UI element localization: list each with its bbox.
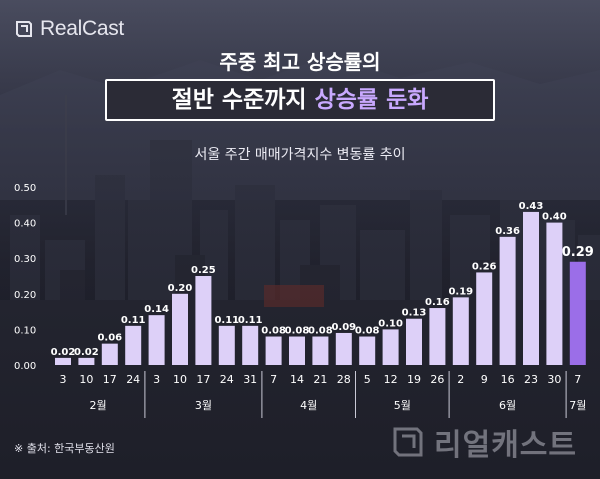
logo-text: RealCast: [40, 17, 124, 40]
bar: [452, 297, 469, 365]
title-line-2: 절반 수준까지 상승률 둔화: [105, 79, 495, 121]
x-tick-label: 26: [430, 373, 444, 386]
bar: [382, 329, 399, 365]
bar: [406, 318, 422, 365]
month-label: 6월: [499, 399, 516, 412]
bar: [148, 315, 165, 365]
month-label: 4월: [300, 399, 317, 412]
watermark: 리얼캐스트: [390, 420, 577, 464]
data-label: 0.10: [378, 318, 403, 329]
y-tick-label: 0.20: [14, 290, 36, 301]
x-tick-label: 21: [313, 373, 327, 386]
data-label: 0.11: [121, 315, 146, 326]
data-label: 0.06: [97, 333, 122, 344]
x-tick-label: 10: [173, 373, 187, 386]
data-label: 0.08: [285, 326, 310, 337]
month-label: 3월: [195, 399, 212, 412]
data-label: 0.25: [191, 265, 216, 276]
x-tick-label: 10: [79, 373, 93, 386]
bar: [546, 222, 563, 365]
x-tick-label: 3: [60, 373, 67, 386]
watermark-logo-icon: [393, 427, 423, 457]
bar: [569, 261, 586, 365]
bar: [195, 276, 212, 365]
x-tick-label: 16: [501, 373, 515, 386]
data-label: 0.14: [144, 304, 169, 315]
bar: [499, 236, 516, 365]
data-label: 0.02: [74, 347, 99, 358]
title-line-2-white: 절반 수준까지: [171, 87, 307, 113]
y-tick-label: 0.30: [14, 254, 36, 265]
x-tick-label: 31: [243, 373, 257, 386]
month-label: 7월: [569, 399, 586, 412]
x-tick-label: 17: [103, 373, 117, 386]
data-label: 0.09: [331, 322, 356, 333]
bar: [101, 343, 118, 365]
x-tick-label: 23: [524, 373, 538, 386]
x-tick-label: 30: [547, 373, 561, 386]
x-tick-label: 3: [153, 373, 160, 386]
data-label: 0.29: [562, 245, 594, 260]
bar: [218, 325, 235, 365]
bar: [289, 336, 305, 365]
data-label: 0.26: [472, 261, 497, 272]
x-tick-label: 7: [270, 373, 277, 386]
x-tick-label: 28: [337, 373, 351, 386]
y-tick-label: 0.50: [14, 183, 36, 194]
data-label: 0.02: [51, 347, 76, 358]
y-tick-label: 0.00: [14, 361, 36, 372]
bar: [242, 325, 259, 365]
bar: [172, 293, 188, 365]
x-tick-label: 5: [364, 373, 371, 386]
data-label: 0.36: [495, 226, 520, 237]
bar: [125, 325, 142, 365]
y-tick-label: 0.10: [14, 325, 36, 336]
x-tick-label: 19: [407, 373, 421, 386]
x-tick-label: 24: [220, 373, 234, 386]
logo: RealCast: [14, 17, 124, 41]
month-label: 5월: [394, 399, 411, 412]
bar: [55, 357, 71, 365]
x-tick-label: 7: [574, 373, 581, 386]
x-tick-label: 2: [457, 373, 464, 386]
data-label: 0.11: [238, 315, 263, 326]
x-tick-label: 12: [384, 373, 398, 386]
title-line-1: 주중 최고 상승률의: [219, 50, 381, 74]
data-label: 0.13: [402, 308, 427, 319]
bar: [476, 272, 493, 365]
data-label: 0.16: [425, 297, 450, 308]
title-line-2-accent: 상승률 둔화: [314, 87, 429, 113]
x-tick-label: 9: [481, 373, 488, 386]
month-label: 2월: [90, 399, 107, 412]
bar: [359, 336, 376, 365]
x-tick-label: 14: [290, 373, 304, 386]
y-tick-label: 0.40: [14, 219, 36, 230]
x-tick-label: 17: [196, 373, 210, 386]
data-label: 0.08: [308, 326, 333, 337]
data-label: 0.43: [519, 201, 544, 212]
chart-subtitle: 서울 주간 매매가격지수 변동률 추이: [194, 147, 406, 163]
bar: [523, 211, 539, 365]
bar: [335, 332, 352, 365]
bar: [265, 336, 282, 365]
source-note: ※ 출처: 한국부동산원: [14, 442, 115, 455]
data-label: 0.08: [261, 326, 286, 337]
bar: [78, 357, 95, 365]
data-label: 0.11: [214, 315, 239, 326]
data-label: 0.20: [168, 283, 193, 294]
x-tick-label: 24: [126, 373, 140, 386]
data-label: 0.19: [448, 286, 473, 297]
bar: [429, 308, 446, 365]
realcast-logo-icon: [16, 21, 32, 37]
data-label: 0.08: [355, 326, 380, 337]
data-label: 0.40: [542, 212, 567, 223]
bar: [312, 336, 329, 365]
watermark-text: 리얼캐스트: [434, 428, 577, 463]
